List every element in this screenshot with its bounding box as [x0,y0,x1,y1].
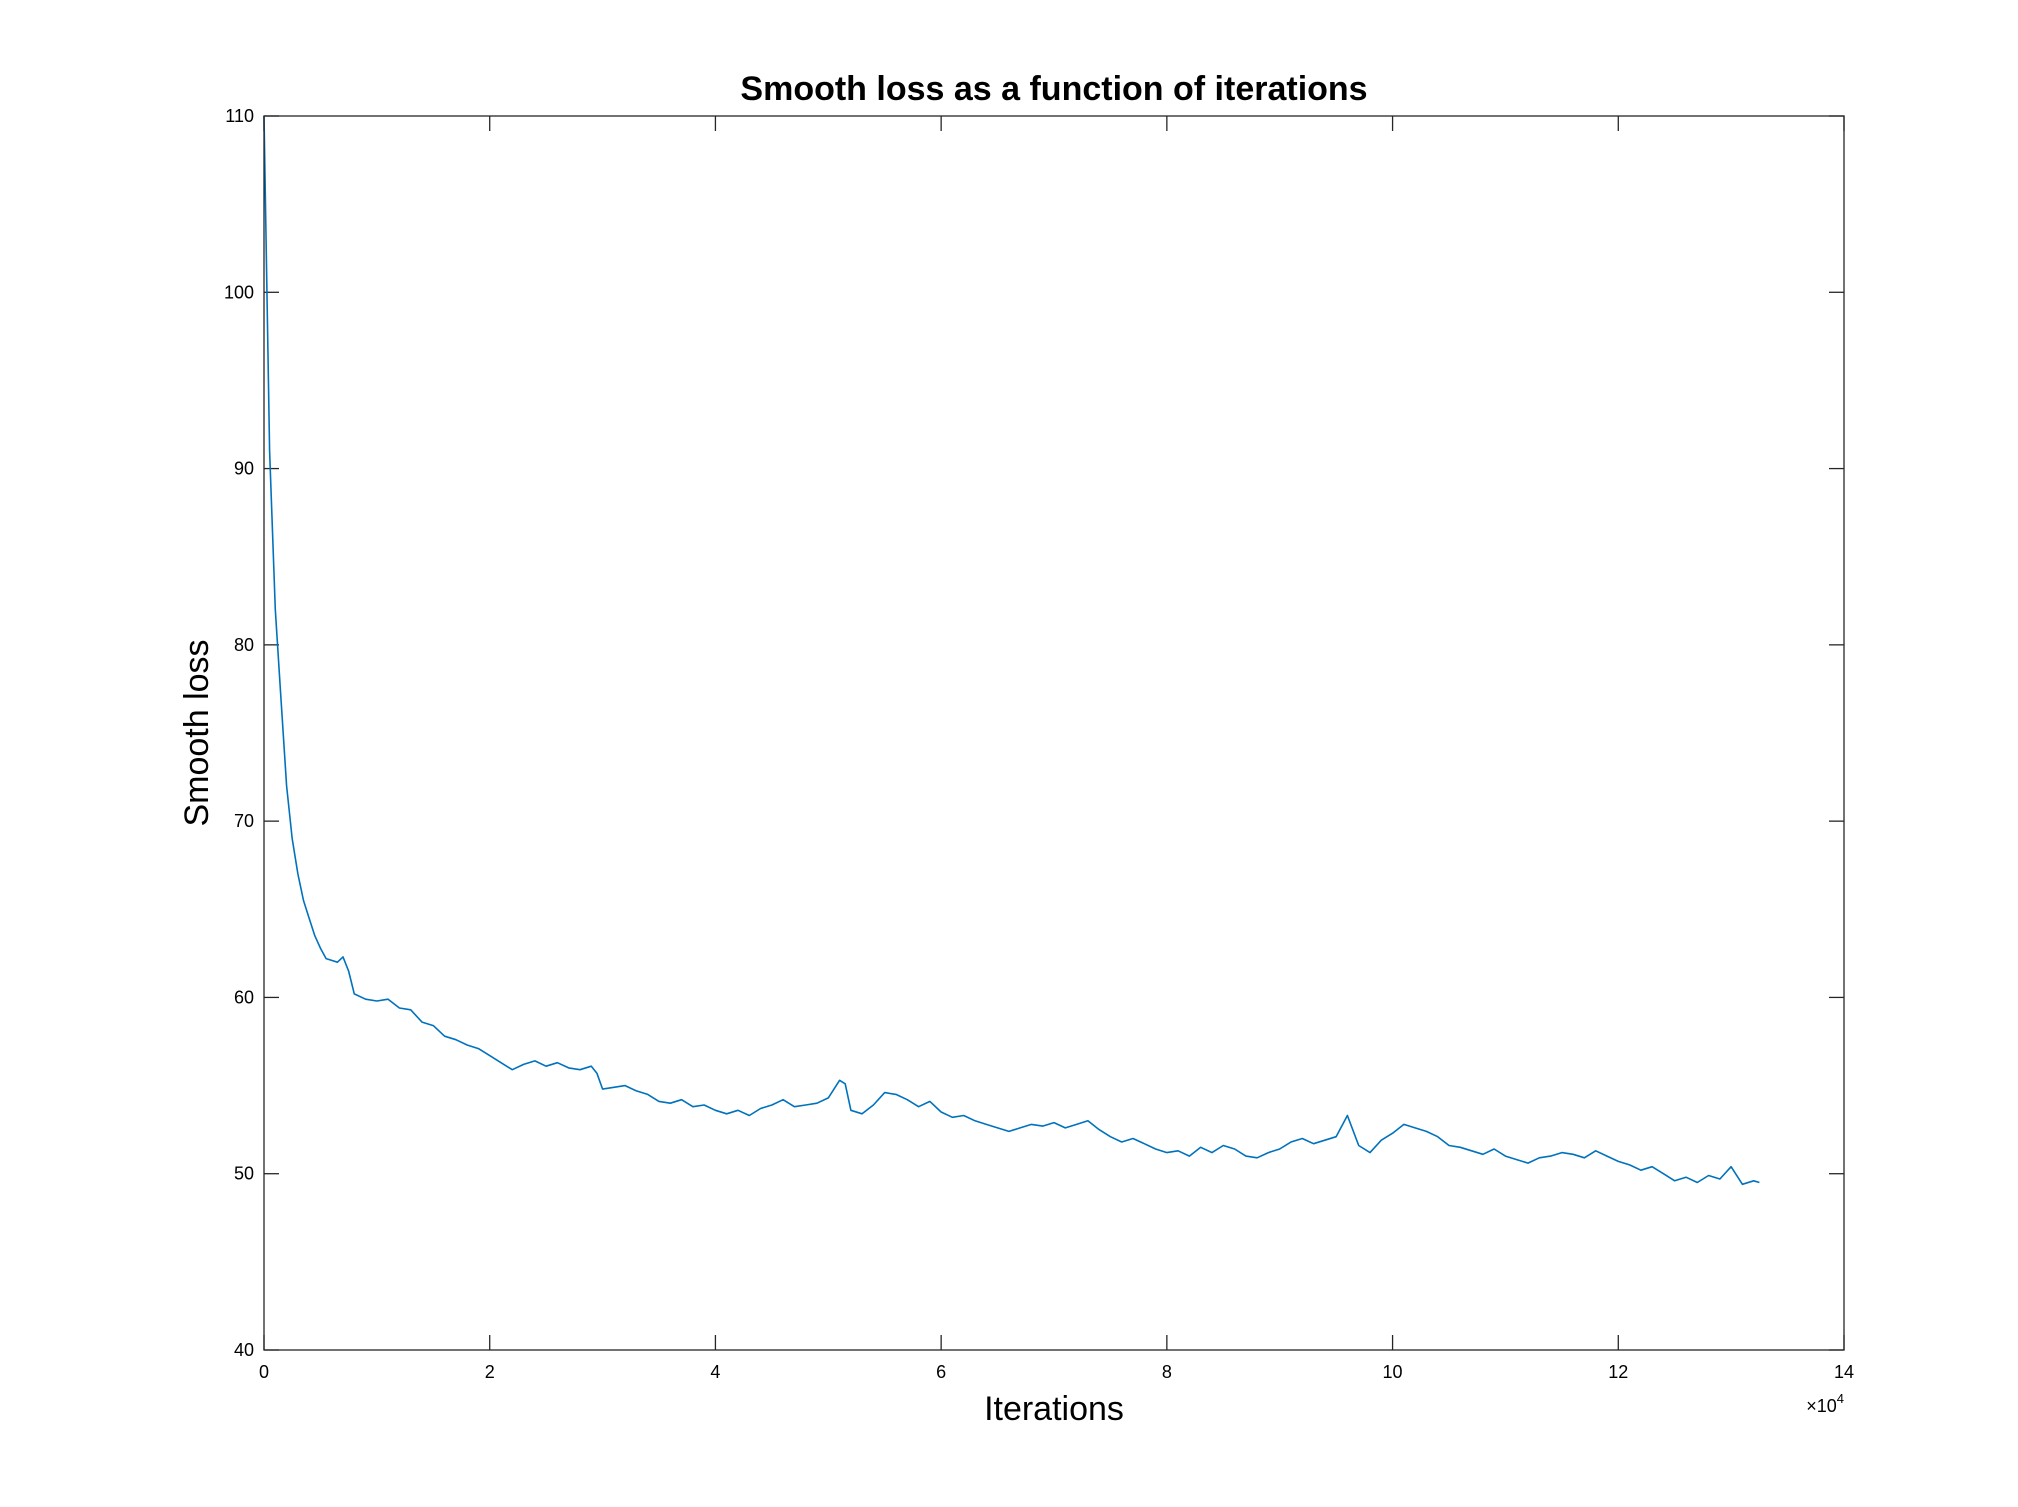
x-tick-label: 14 [1834,1362,1854,1382]
chart-title: Smooth loss as a function of iterations [740,70,1367,108]
smooth-loss-series-line [263,115,1760,1186]
x-tick-label: 2 [485,1362,495,1382]
y-tick-label: 100 [224,282,254,302]
x-axis-label: Iterations [984,1390,1124,1428]
y-tick-label: 110 [225,106,254,126]
y-tick-label: 90 [234,459,254,479]
x-tick-label: 10 [1383,1362,1403,1382]
y-tick-label: 70 [234,811,254,831]
x-axis-exponent-power: 4 [1837,1391,1844,1406]
y-tick-label: 50 [234,1164,254,1184]
plot-area-box [263,115,1845,1351]
y-axis-label: Smooth loss [178,639,216,826]
x-tick-label: 6 [936,1362,946,1382]
x-tick-label: 4 [710,1362,720,1382]
x-axis-exponent-label: ×104 [1806,1391,1844,1416]
plot-area-background [264,116,1844,1350]
x-tick-label: 8 [1162,1362,1172,1382]
y-tick-label: 60 [234,987,254,1007]
y-tick-label: 40 [234,1340,254,1360]
x-tick-label: 0 [259,1362,269,1382]
tick-labels: 0 2 4 6 8 10 12 14 40 50 60 70 80 90 100 110 [224,106,1854,1382]
x-tick-label: 12 [1608,1362,1628,1382]
x-axis-exponent-base: ×10 [1806,1396,1837,1416]
y-tick-label: 80 [234,635,254,655]
